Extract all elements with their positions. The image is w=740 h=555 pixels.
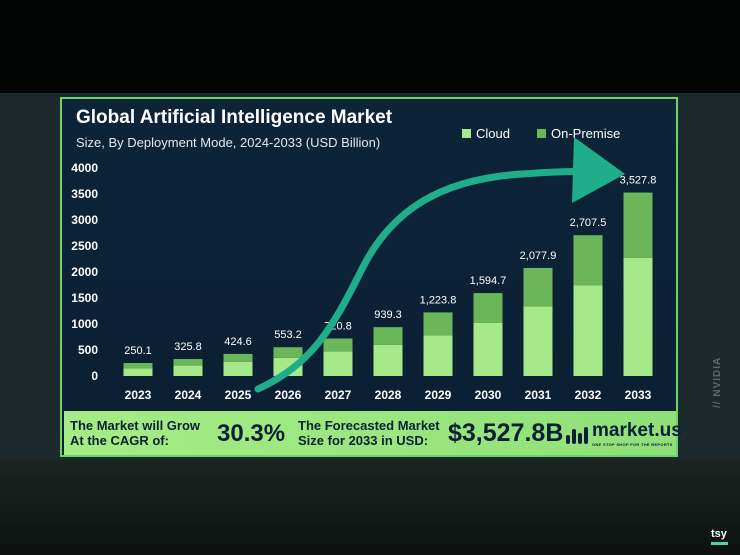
- bar-on-premise: [223, 353, 253, 362]
- forecast-caption-line1: The Forecasted Market: [298, 418, 440, 433]
- y-tick-label: 500: [78, 343, 98, 357]
- y-tick-label: 3000: [71, 213, 98, 227]
- x-tick-label: 2024: [175, 388, 202, 402]
- bar-cloud: [123, 368, 153, 376]
- data-label: 325.8: [174, 341, 202, 353]
- bar-chart: 0 500 1000 1500 2000 2500 3000 3500 4000 250.1 202…: [71, 137, 657, 402]
- chart-panel: Global Artificial Intelligence Market Si…: [60, 97, 682, 457]
- bar-cloud: [573, 285, 603, 376]
- corner-logo: tsy: [711, 528, 728, 545]
- y-tick-label: 4000: [71, 161, 98, 175]
- bar-cloud: [173, 365, 203, 376]
- bar-on-premise: [123, 362, 153, 369]
- cagr-caption-line2: At the CAGR of:: [70, 433, 169, 448]
- bar-cloud: [323, 351, 353, 376]
- cagr-value: 30.3%: [217, 420, 286, 447]
- bar-on-premise: [273, 347, 303, 358]
- data-label: 2,707.5: [570, 217, 607, 229]
- forecast-caption: The Forecasted Market Size for 2033 in U…: [298, 418, 440, 448]
- bar-on-premise: [173, 359, 203, 366]
- x-tick-label: 2030: [475, 388, 502, 402]
- x-tick-label: 2023: [125, 388, 152, 402]
- market-us-logo-icon: [566, 424, 588, 444]
- bar-on-premise: [473, 293, 503, 323]
- x-tick-label: 2026: [275, 388, 302, 402]
- bar-cloud: [473, 322, 503, 376]
- bar-cloud: [623, 257, 653, 376]
- forecast-caption-line2: Size for 2033 in USD:: [298, 433, 429, 448]
- data-label: 553.2: [274, 329, 302, 341]
- brand-name: market.us: [592, 420, 682, 441]
- footer-banner: The Market will Grow At the CAGR of: 30.…: [64, 411, 682, 455]
- top-letterbox: [0, 0, 740, 93]
- x-tick-label: 2029: [425, 388, 452, 402]
- legend-swatch-cloud: [462, 129, 471, 138]
- x-tick-label: 2028: [375, 388, 402, 402]
- data-label: 939.3: [374, 309, 402, 321]
- data-label: 1,594.7: [470, 275, 507, 287]
- x-tick-label: 2033: [625, 388, 652, 402]
- chart-subtitle: Size, By Deployment Mode, 2024-2033 (USD…: [76, 135, 381, 150]
- x-tick-label: 2032: [575, 388, 602, 402]
- bar-cloud: [373, 344, 403, 376]
- bar-on-premise: [373, 327, 403, 345]
- chart-title: Global Artificial Intelligence Market: [76, 107, 393, 128]
- legend-cloud: Cloud: [462, 126, 510, 141]
- bar-cloud: [423, 335, 453, 376]
- data-label: 2,077.9: [520, 250, 557, 262]
- growth-arrow-head: [572, 137, 625, 203]
- cagr-caption: The Market will Grow At the CAGR of:: [70, 418, 200, 448]
- legend-swatch-on-premise: [537, 129, 546, 138]
- bar-cloud: [223, 361, 253, 376]
- data-label: 424.6: [224, 336, 252, 348]
- data-label: 1,223.8: [420, 294, 457, 306]
- y-tick-label: 0: [91, 369, 98, 383]
- forecast-value: $3,527.8B: [448, 419, 564, 447]
- bar-on-premise: [623, 192, 653, 258]
- growth-arrow-shaft: [254, 167, 601, 393]
- bar-on-premise: [523, 267, 553, 307]
- bar-cloud: [523, 306, 553, 376]
- data-label: 250.1: [124, 345, 152, 357]
- y-tick-label: 1000: [71, 317, 98, 331]
- legend-label-on-premise: On-Premise: [551, 126, 621, 141]
- data-label: 3,527.8: [620, 175, 657, 187]
- y-tick-label: 2500: [71, 239, 98, 253]
- brand-tagline: ONE STOP SHOP FOR THE REPORTS: [592, 442, 673, 447]
- bar-on-premise: [423, 312, 453, 336]
- x-tick-label: 2025: [225, 388, 252, 402]
- y-tick-label: 2000: [71, 265, 98, 279]
- x-tick-label: 2027: [325, 388, 352, 402]
- y-tick-label: 1500: [71, 291, 98, 305]
- x-tick-label: 2031: [525, 388, 552, 402]
- cagr-caption-line1: The Market will Grow: [70, 418, 201, 433]
- legend-label-cloud: Cloud: [476, 126, 510, 141]
- bar-on-premise: [573, 235, 603, 286]
- bar-on-premise: [323, 338, 353, 352]
- legend-on-premise: On-Premise: [537, 126, 620, 141]
- bottom-letterbox: [0, 460, 740, 555]
- y-tick-label: 3500: [71, 187, 98, 201]
- nvidia-watermark: // NVIDIA: [712, 356, 723, 408]
